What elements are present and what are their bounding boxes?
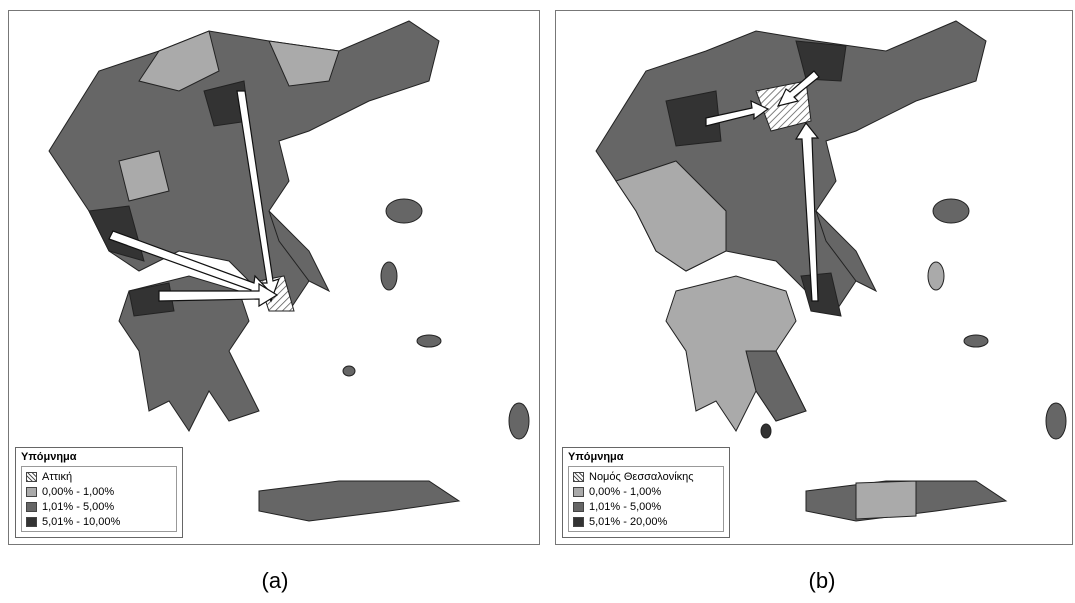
legend-item: 0,00% - 1,00% — [26, 484, 172, 499]
legend-item: 0,00% - 1,00% — [573, 484, 719, 499]
caption: (a) — [225, 568, 325, 594]
legend-label: 5,01% - 20,00% — [589, 516, 667, 528]
legend-label: 1,01% - 5,00% — [589, 501, 661, 513]
island — [928, 262, 944, 290]
island — [1046, 403, 1066, 439]
map-panel: Υπόμνημα Αττική 0,00% - 1,00% 1,01% - 5,… — [8, 10, 540, 545]
crete — [259, 481, 459, 521]
mainland — [49, 21, 439, 311]
island — [417, 335, 441, 347]
map-panel: Υπόμνημα Νομός Θεσσαλονίκης 0,00% - 1,00… — [555, 10, 1073, 545]
region — [856, 481, 916, 519]
mainland — [596, 21, 986, 311]
island — [386, 199, 422, 223]
legend-item: 5,01% - 10,00% — [26, 514, 172, 529]
legend-label: 0,00% - 1,00% — [42, 486, 114, 498]
legend-list: Αττική 0,00% - 1,00% 1,01% - 5,00% 5,01%… — [21, 466, 177, 532]
island — [343, 366, 355, 376]
island — [381, 262, 397, 290]
legend-item: 1,01% - 5,00% — [573, 499, 719, 514]
legend-label: 5,01% - 10,00% — [42, 516, 120, 528]
legend-title: Υπόμνημα — [21, 451, 177, 463]
legend-label: Αττική — [42, 471, 72, 483]
legend: Υπόμνημα Αττική 0,00% - 1,00% 1,01% - 5,… — [15, 447, 183, 538]
caption: (b) — [772, 568, 872, 594]
island — [509, 403, 529, 439]
legend-label: Νομός Θεσσαλονίκης — [589, 471, 694, 483]
legend-title: Υπόμνημα — [568, 451, 724, 463]
legend-label: 1,01% - 5,00% — [42, 501, 114, 513]
legend-label: 0,00% - 1,00% — [589, 486, 661, 498]
legend-item: Νομός Θεσσαλονίκης — [573, 469, 719, 484]
legend-item: Αττική — [26, 469, 172, 484]
legend-item: 5,01% - 20,00% — [573, 514, 719, 529]
legend: Υπόμνημα Νομός Θεσσαλονίκης 0,00% - 1,00… — [562, 447, 730, 538]
island — [964, 335, 988, 347]
island — [933, 199, 969, 223]
region — [746, 351, 806, 421]
legend-list: Νομός Θεσσαλονίκης 0,00% - 1,00% 1,01% -… — [568, 466, 724, 532]
island — [761, 424, 771, 438]
page: Υπόμνημα Αττική 0,00% - 1,00% 1,01% - 5,… — [0, 0, 1075, 603]
legend-item: 1,01% - 5,00% — [26, 499, 172, 514]
